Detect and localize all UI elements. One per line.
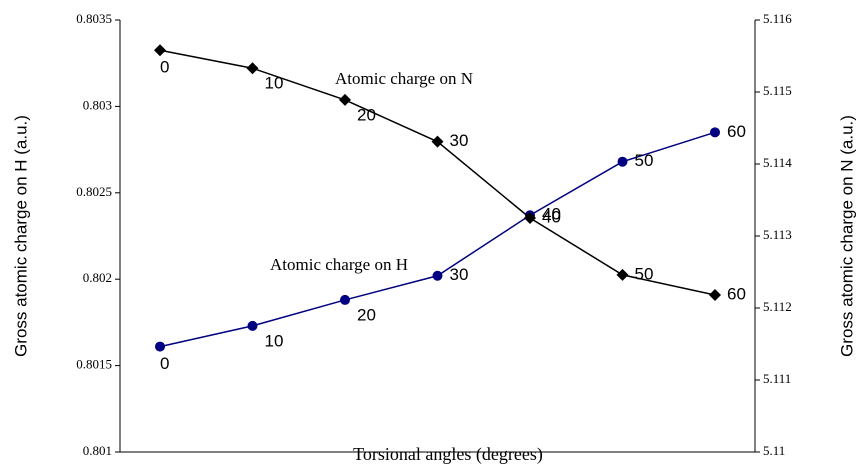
point: [432, 270, 443, 281]
y2-tick-label: 5.114: [763, 155, 792, 170]
point-label: 10: [265, 74, 284, 93]
y2-tick-label: 5.11: [763, 443, 785, 458]
y-tick-label: 0.8035: [76, 11, 112, 26]
point-label: 10: [265, 331, 284, 350]
series-line: [159, 131, 716, 348]
point-label: 40: [542, 205, 561, 224]
y-tick-label: 0.803: [83, 97, 112, 112]
point: [155, 341, 165, 352]
y2-axis-title: Gross atomic charge on N (a.u.): [837, 115, 856, 357]
y2-tick-label: 5.115: [763, 83, 792, 98]
point: [709, 289, 721, 302]
point: [617, 156, 628, 167]
y-axis-title: Gross atomic charge on H (a.u.): [11, 115, 30, 357]
point-label: 30: [450, 265, 469, 284]
y2-tick-label: 5.112: [763, 299, 792, 314]
y-tick-label: 0.801: [83, 443, 112, 458]
point: [431, 135, 444, 148]
point-label: 20: [357, 105, 376, 124]
point: [339, 93, 351, 106]
point: [616, 268, 629, 281]
point: [247, 320, 258, 331]
point: [710, 127, 720, 138]
point-label: 0: [160, 58, 169, 77]
y2-tick-label: 5.111: [763, 371, 791, 386]
series-annotation: Atomic charge on N: [335, 69, 473, 88]
point-label: 0: [160, 354, 169, 373]
series-annotation: Atomic charge on H: [270, 255, 408, 274]
point: [154, 44, 166, 57]
point-label: 50: [635, 151, 654, 170]
point-label: 20: [357, 305, 376, 324]
point: [524, 212, 536, 224]
point-label: 60: [727, 122, 746, 141]
y2-tick-label: 5.113: [763, 227, 792, 242]
y-tick-label: 0.8025: [76, 184, 112, 199]
point-label: 60: [727, 285, 746, 304]
point-label: 40: [542, 207, 561, 226]
y2-tick-label: 5.116: [763, 11, 792, 26]
point: [246, 62, 259, 75]
y-tick-label: 0.8015: [76, 357, 112, 372]
point-label: 30: [450, 131, 469, 150]
x-axis-title: Torsional angles (degrees): [353, 444, 543, 465]
y-tick-label: 0.802: [83, 270, 112, 285]
point-label: 50: [635, 264, 654, 283]
point: [340, 294, 350, 305]
